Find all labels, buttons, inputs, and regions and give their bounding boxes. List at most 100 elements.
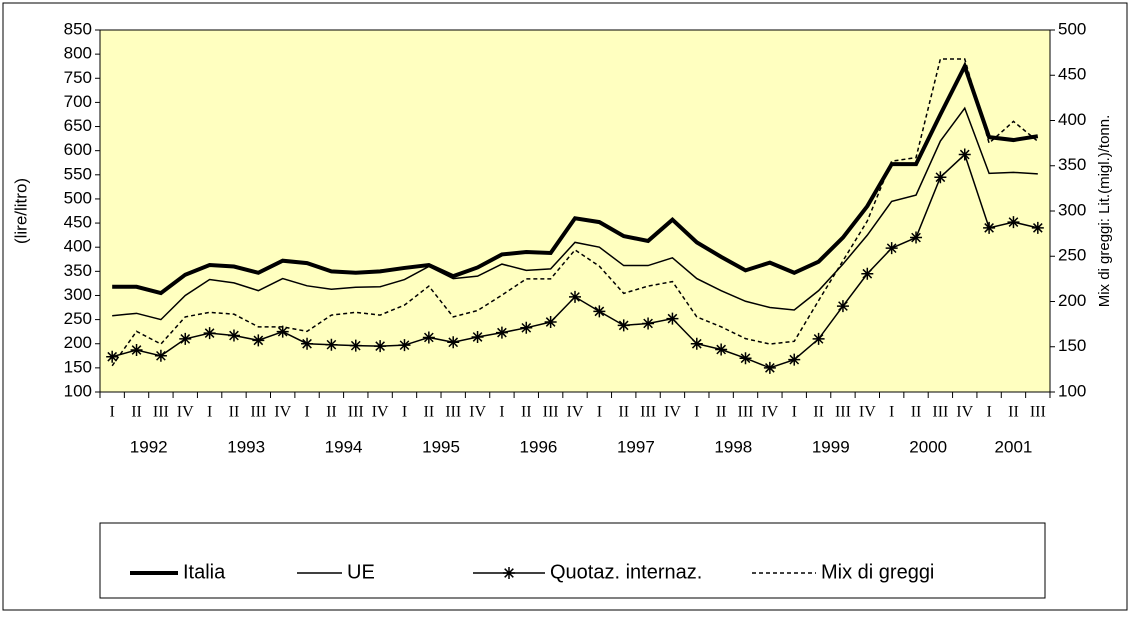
y-axis-label: (lire/litro)	[11, 178, 30, 244]
x-tick-label: I	[792, 404, 797, 421]
marker	[422, 331, 435, 344]
y2-axis-label: Mix di greggi: Lit.(migl.)/tonn.	[1096, 115, 1113, 308]
x-tick-label: IV	[761, 404, 778, 421]
marker	[739, 352, 752, 365]
marker	[503, 567, 515, 579]
marker	[569, 290, 581, 303]
year-label: 1999	[812, 437, 850, 456]
y2-tick-label: 500	[1058, 19, 1086, 38]
marker	[179, 332, 192, 345]
legend-label: Mix di greggi	[821, 561, 934, 583]
x-tick-label: III	[1030, 404, 1046, 421]
x-tick-label: IV	[859, 404, 876, 421]
marker	[130, 344, 143, 357]
y-tick-label: 400	[64, 237, 92, 256]
y-tick-label: 250	[64, 309, 92, 328]
y-tick-label: 350	[64, 261, 92, 280]
marker	[836, 300, 849, 313]
y2-tick-label: 300	[1058, 200, 1086, 219]
x-tick-label: III	[445, 404, 461, 421]
x-tick-label: IV	[956, 404, 973, 421]
marker	[447, 336, 460, 349]
x-tick-label: III	[738, 404, 754, 421]
x-tick-label: II	[911, 404, 922, 421]
series-line	[111, 58, 1039, 367]
y-tick-label: 850	[64, 19, 92, 38]
marker	[983, 221, 996, 234]
y-tick-label: 600	[64, 140, 92, 159]
x-tick-label: I	[889, 404, 894, 421]
x-tick-label: II	[229, 404, 240, 421]
x-tick-label: III	[348, 404, 364, 421]
marker	[715, 343, 728, 356]
x-tick-label: I	[986, 404, 991, 421]
legend-box	[99, 522, 1046, 599]
y-tick-label: 500	[64, 188, 92, 207]
marker	[106, 350, 119, 363]
marker	[349, 339, 362, 352]
year-label: 1997	[617, 437, 655, 456]
y2-tick-label: 450	[1058, 65, 1086, 84]
marker	[763, 361, 776, 374]
marker	[593, 305, 606, 318]
marker	[325, 338, 338, 351]
x-tick-label: I	[207, 404, 212, 421]
y2-tick-label: 250	[1058, 246, 1086, 265]
year-label: 1994	[325, 437, 363, 456]
x-tick-label: I	[110, 404, 115, 421]
series-line	[112, 61, 1039, 296]
y2-tick-label: 350	[1058, 155, 1086, 174]
x-tick-label: IV	[469, 404, 486, 421]
y-tick-label: 450	[64, 213, 92, 232]
y2-tick-label: 100	[1058, 381, 1086, 400]
y2-tick-label: 400	[1058, 110, 1086, 129]
marker	[203, 327, 216, 340]
marker	[1007, 216, 1020, 229]
marker	[666, 312, 679, 325]
y-tick-label: 100	[64, 381, 92, 400]
year-label: 1993	[227, 437, 265, 456]
year-label: 1998	[714, 437, 752, 456]
marker	[812, 332, 825, 345]
x-tick-label: III	[250, 404, 266, 421]
x-tick-label: III	[153, 404, 169, 421]
marker	[544, 316, 557, 329]
marker	[861, 267, 874, 280]
x-tick-label: II	[521, 404, 532, 421]
x-tick-label: II	[131, 404, 142, 421]
marker	[495, 326, 508, 339]
marker	[374, 340, 387, 353]
y-tick-label: 700	[64, 92, 92, 111]
y-tick-label: 800	[64, 44, 92, 63]
x-tick-label: I	[304, 404, 309, 421]
marker	[788, 353, 801, 366]
x-tick-label: I	[402, 404, 407, 421]
marker	[1031, 221, 1044, 234]
marker	[154, 349, 167, 362]
y-tick-label: 750	[64, 68, 92, 87]
marker	[934, 171, 947, 184]
y-tick-label: 200	[64, 333, 92, 352]
x-tick-label: III	[640, 404, 656, 421]
x-tick-label: II	[716, 404, 727, 421]
y2-tick-label: 200	[1058, 291, 1086, 310]
y-tick-label: 550	[64, 164, 92, 183]
marker	[690, 337, 703, 350]
legend-label: UE	[347, 561, 375, 583]
year-label: 1996	[520, 437, 558, 456]
x-tick-label: I	[499, 404, 504, 421]
y-tick-label: 650	[64, 116, 92, 135]
y2-tick-label: 150	[1058, 336, 1086, 355]
marker	[885, 242, 898, 255]
marker	[301, 337, 314, 350]
marker	[276, 325, 289, 338]
x-tick-label: III	[835, 404, 851, 421]
x-tick-label: II	[326, 404, 337, 421]
x-tick-label: III	[932, 404, 948, 421]
year-label: 1995	[422, 437, 460, 456]
x-tick-label: IV	[664, 404, 681, 421]
marker	[252, 334, 265, 347]
legend-label: Quotaz. internaz.	[550, 561, 702, 583]
marker	[958, 148, 971, 161]
